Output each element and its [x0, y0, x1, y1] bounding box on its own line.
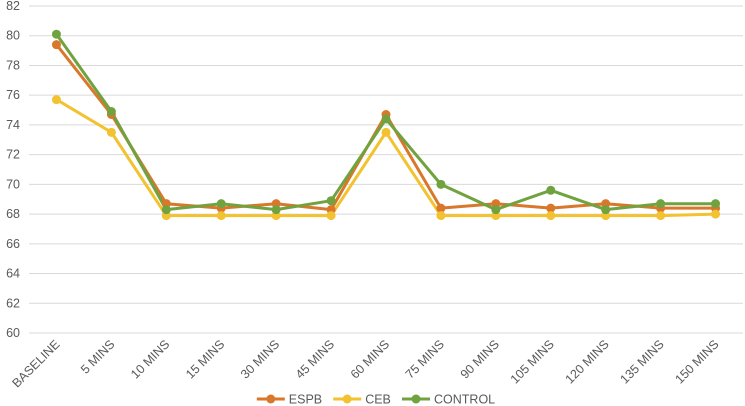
- y-tick-label: 64: [6, 267, 20, 281]
- x-tick-label: 105 MINS: [508, 337, 557, 386]
- data-point-ceb: [711, 209, 721, 219]
- data-point-control: [271, 205, 281, 215]
- legend-label-control: CONTROL: [434, 393, 495, 406]
- x-tick-label: 15 MINS: [183, 337, 227, 381]
- y-tick-label: 76: [6, 88, 20, 102]
- data-point-espb: [546, 203, 556, 213]
- data-point-espb: [436, 203, 446, 213]
- data-point-ceb: [656, 211, 666, 221]
- data-point-control: [436, 179, 446, 189]
- x-tick-label: 60 MINS: [348, 337, 392, 381]
- data-point-control: [711, 199, 721, 209]
- legend-label-ceb: CEB: [365, 393, 391, 406]
- x-tick-label: 75 MINS: [403, 337, 447, 381]
- data-point-control: [656, 199, 666, 209]
- data-point-ceb: [216, 211, 226, 221]
- data-point-ceb: [106, 127, 116, 137]
- x-tick-label: 5 MINS: [78, 337, 117, 376]
- y-tick-label: 62: [6, 296, 20, 310]
- data-point-control: [161, 205, 171, 215]
- series-markers: [51, 29, 721, 221]
- x-tick-label: 150 MINS: [672, 337, 721, 386]
- y-tick-label: 74: [6, 118, 20, 132]
- y-tick-label: 60: [6, 326, 20, 340]
- gridlines: [29, 5, 743, 334]
- y-tick-label: 80: [6, 29, 20, 43]
- data-point-control: [381, 114, 391, 124]
- legend: ESPB CEB CONTROL: [256, 393, 495, 406]
- legend-label-espb: ESPB: [289, 393, 322, 406]
- data-point-ceb: [381, 127, 391, 137]
- x-tick-label: 90 MINS: [458, 337, 502, 381]
- y-tick-label: 70: [6, 177, 20, 191]
- data-point-control: [216, 199, 226, 209]
- data-point-espb: [51, 40, 61, 50]
- data-point-control: [106, 107, 116, 117]
- y-axis-ticks: 60 62 64 66 68 70 72 74 76 78 80 82: [6, 0, 20, 340]
- y-tick-label: 82: [6, 0, 20, 13]
- x-axis-ticks: BASELINE 5 MINS 10 MINS 15 MINS 30 MINS 45 MI…: [9, 337, 721, 390]
- data-point-ceb: [326, 211, 336, 221]
- x-tick-label: 135 MINS: [618, 337, 667, 386]
- legend-marker-control: [411, 394, 421, 404]
- y-tick-label: 72: [6, 148, 20, 162]
- data-point-ceb: [51, 95, 61, 105]
- legend-marker-espb: [266, 394, 276, 404]
- data-point-control: [601, 205, 611, 215]
- y-tick-label: 66: [6, 237, 20, 251]
- data-point-control: [326, 196, 336, 206]
- y-tick-label: 78: [6, 58, 20, 72]
- data-point-control: [491, 205, 501, 215]
- legend-marker-ceb: [342, 394, 352, 404]
- data-point-ceb: [546, 211, 556, 221]
- x-tick-label: 120 MINS: [563, 337, 612, 386]
- data-point-ceb: [436, 211, 446, 221]
- y-tick-label: 68: [6, 207, 20, 221]
- x-tick-label: 30 MINS: [238, 337, 282, 381]
- x-tick-label: 45 MINS: [293, 337, 337, 381]
- data-point-control: [51, 29, 61, 39]
- x-tick-label: 10 MINS: [128, 337, 172, 381]
- data-point-control: [546, 185, 556, 195]
- x-tick-label: BASELINE: [9, 337, 62, 390]
